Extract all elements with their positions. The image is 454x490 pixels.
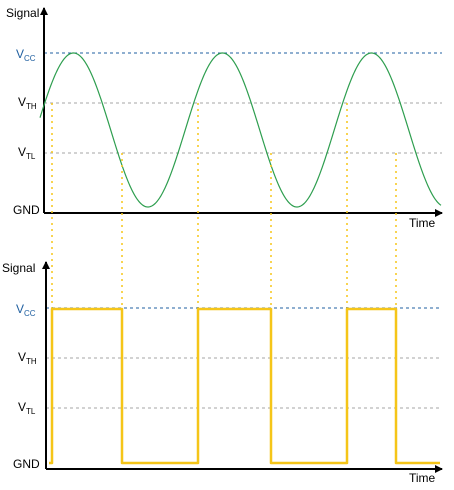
bottom-plot: Signal Time VCC VTH VTL GND xyxy=(2,261,443,485)
bottom-vth-label: VTH xyxy=(18,350,37,366)
bottom-x-axis-label: Time xyxy=(409,471,436,485)
top-vth-label: VTH xyxy=(18,95,37,111)
square-wave xyxy=(49,307,440,465)
bottom-y-axis-label: Signal xyxy=(2,261,35,275)
top-vtl-label: VTL xyxy=(18,145,36,161)
bottom-vcc-label: VCC xyxy=(16,302,36,318)
bottom-vtl-label: VTL xyxy=(18,400,36,416)
top-y-axis-label: Signal xyxy=(6,6,39,20)
top-x-axis-label: Time xyxy=(409,216,436,230)
sine-wave xyxy=(39,52,442,208)
projection-lines xyxy=(51,103,397,463)
top-gnd-label: GND xyxy=(13,203,40,217)
bottom-gnd-label: GND xyxy=(13,457,40,471)
top-plot: Signal Time VCC VTH VTL GND xyxy=(6,6,443,230)
top-vcc-label: VCC xyxy=(16,47,36,63)
